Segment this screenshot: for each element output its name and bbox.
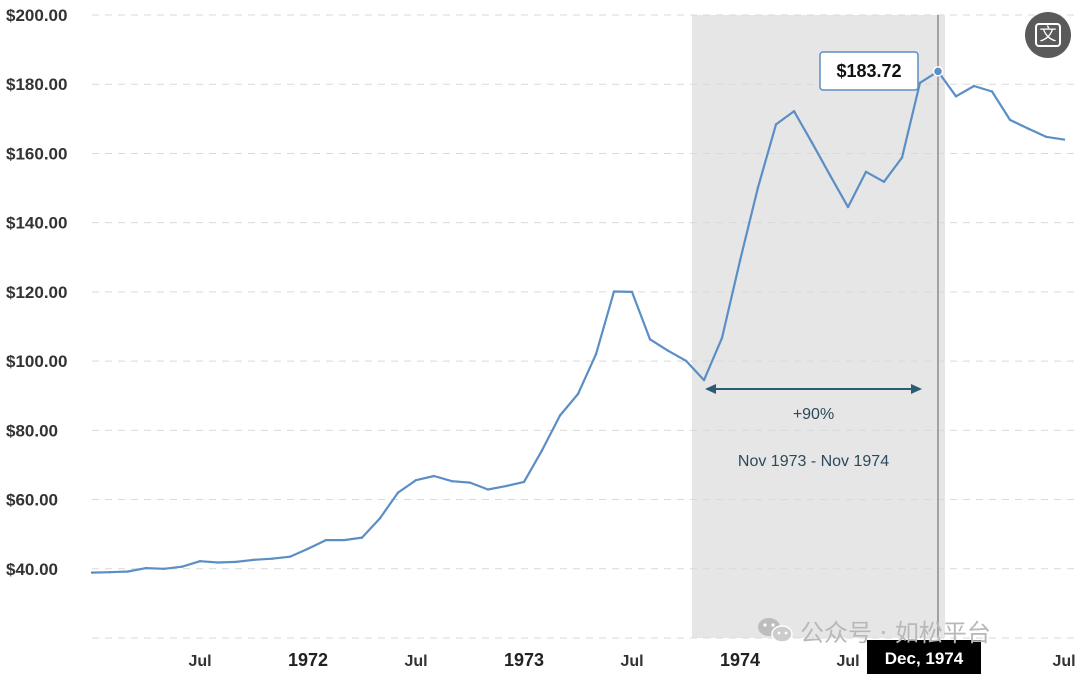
data-point — [792, 110, 796, 113]
data-point — [306, 547, 310, 550]
data-point — [378, 517, 382, 520]
data-point — [432, 474, 436, 478]
data-point — [504, 484, 508, 488]
data-point — [576, 392, 580, 396]
watermark-text: 公众号 · 如松平台 — [800, 619, 991, 647]
tooltip-value: $183.72 — [836, 61, 901, 81]
data-point — [558, 414, 562, 417]
x-tick-label: 1974 — [720, 650, 760, 670]
data-point — [234, 560, 238, 564]
highlight-range — [692, 15, 945, 638]
translate-button[interactable]: 文 — [1025, 12, 1071, 58]
data-point — [396, 491, 400, 494]
data-point — [144, 566, 148, 570]
data-point — [126, 570, 130, 573]
wechat-icon — [758, 618, 793, 643]
data-point — [630, 290, 634, 294]
data-point — [828, 174, 832, 177]
y-tick-label: $160.00 — [6, 144, 67, 163]
data-point — [594, 352, 598, 356]
y-tick-label: $200.00 — [6, 6, 67, 25]
hover-point[interactable] — [932, 66, 944, 77]
data-point — [918, 81, 922, 85]
x-tick-label: 1973 — [504, 650, 544, 670]
arrowhead-right-icon — [911, 384, 922, 394]
data-point — [252, 558, 256, 561]
data-point — [540, 449, 544, 452]
data-point — [648, 338, 652, 341]
data-point — [864, 170, 868, 173]
y-tick-label: $40.00 — [6, 560, 58, 579]
data-point — [90, 571, 94, 574]
y-axis: $40.00 $60.00 $80.00 $100.00 $120.00 $140.00 $… — [6, 6, 67, 579]
y-tick-label: $140.00 — [6, 214, 67, 233]
data-point — [954, 95, 958, 98]
y-tick-label: $60.00 — [6, 491, 58, 510]
x-tick-label: Jul — [188, 653, 211, 670]
y-tick-label: $100.00 — [6, 352, 67, 371]
x-tick-label: 1972 — [288, 650, 328, 670]
series-points — [90, 70, 1066, 574]
data-point — [162, 567, 166, 570]
data-point — [1044, 135, 1048, 139]
data-point — [1026, 127, 1030, 130]
data-point — [720, 336, 724, 340]
data-point — [450, 480, 454, 483]
data-point — [324, 538, 328, 542]
data-point — [108, 571, 112, 574]
translate-icon: 文 — [1035, 23, 1061, 47]
data-point — [900, 156, 904, 159]
data-point — [468, 481, 472, 484]
hover-date: Dec, 1974 — [885, 649, 964, 668]
data-point — [360, 536, 364, 539]
data-point — [486, 488, 490, 491]
data-point — [972, 84, 976, 88]
watermark: 公众号 · 如松平台 — [758, 618, 991, 647]
annotation: +90% Nov 1973 - Nov 1974 — [705, 384, 922, 470]
data-point — [774, 123, 778, 126]
annotation-change: +90% — [793, 406, 834, 423]
data-point — [180, 565, 184, 568]
data-point — [216, 561, 220, 564]
data-point — [1062, 138, 1066, 141]
y-tick-label: $120.00 — [6, 283, 67, 302]
x-tick-label: Jul — [1052, 653, 1075, 670]
data-point — [846, 205, 850, 209]
data-point — [198, 559, 202, 563]
data-point — [612, 290, 616, 293]
data-point — [702, 378, 706, 382]
data-point — [756, 186, 760, 189]
arrowhead-left-icon — [705, 384, 716, 394]
data-point — [1008, 118, 1012, 122]
data-point — [666, 349, 670, 352]
data-point — [684, 359, 688, 362]
x-tick-label: Jul — [836, 653, 859, 670]
hover-x-label: Dec, 1974 — [867, 640, 981, 674]
y-tick-label: $80.00 — [6, 421, 58, 440]
data-point — [342, 538, 346, 542]
x-tick-label: Jul — [620, 653, 643, 670]
data-point — [270, 557, 274, 560]
data-point — [414, 478, 418, 482]
data-point — [990, 90, 994, 93]
x-tick-label: Jul — [404, 653, 427, 670]
data-point — [288, 555, 292, 558]
data-point — [738, 259, 742, 262]
annotation-period: Nov 1973 - Nov 1974 — [738, 453, 889, 470]
data-point — [522, 480, 526, 484]
value-tooltip: $183.72 — [819, 51, 919, 91]
data-point — [882, 180, 886, 184]
data-point — [810, 141, 814, 144]
y-tick-label: $180.00 — [6, 75, 67, 94]
